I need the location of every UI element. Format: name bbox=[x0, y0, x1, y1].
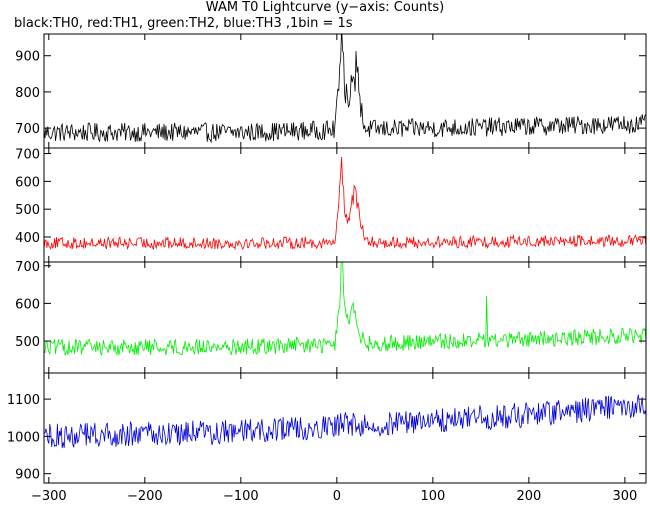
y-tick-label-TH2: 700 bbox=[15, 260, 40, 275]
y-tick-label-TH3: 1100 bbox=[7, 393, 40, 408]
series-TH2-line bbox=[44, 262, 646, 356]
y-tick-label-TH2: 500 bbox=[15, 335, 40, 350]
series-TH1-line bbox=[44, 156, 646, 251]
x-tick-label: 100 bbox=[420, 489, 445, 504]
panel-TH3-frame bbox=[43, 372, 647, 484]
x-tick-label: −300 bbox=[31, 489, 67, 504]
series-TH3-line bbox=[44, 394, 646, 449]
y-tick-label-TH0: 800 bbox=[15, 86, 40, 101]
panel-TH2-frame bbox=[43, 261, 647, 374]
y-tick-label-TH3: 1000 bbox=[7, 430, 40, 445]
series-TH0-line bbox=[44, 34, 646, 144]
y-tick-label-TH0: 900 bbox=[15, 50, 40, 65]
chart-subtitle: black:TH0, red:TH1, green:TH2, blue:TH3 … bbox=[14, 16, 353, 31]
x-tick-label: −100 bbox=[223, 489, 259, 504]
x-tick-label: 0 bbox=[333, 489, 341, 504]
y-tick-label-TH1: 600 bbox=[15, 175, 40, 190]
y-tick-label-TH1: 500 bbox=[15, 203, 40, 218]
y-tick-label-TH2: 600 bbox=[15, 297, 40, 312]
x-tick-label: 200 bbox=[516, 489, 541, 504]
y-tick-label-TH0: 700 bbox=[15, 122, 40, 137]
x-tick-label: −200 bbox=[127, 489, 163, 504]
x-tick-label: 300 bbox=[612, 489, 637, 504]
y-tick-label-TH1: 700 bbox=[15, 148, 40, 163]
chart-title: WAM T0 Lightcurve (y−axis: Counts) bbox=[205, 0, 445, 15]
y-tick-label-TH1: 400 bbox=[15, 231, 40, 246]
y-tick-label-TH3: 900 bbox=[15, 468, 40, 483]
